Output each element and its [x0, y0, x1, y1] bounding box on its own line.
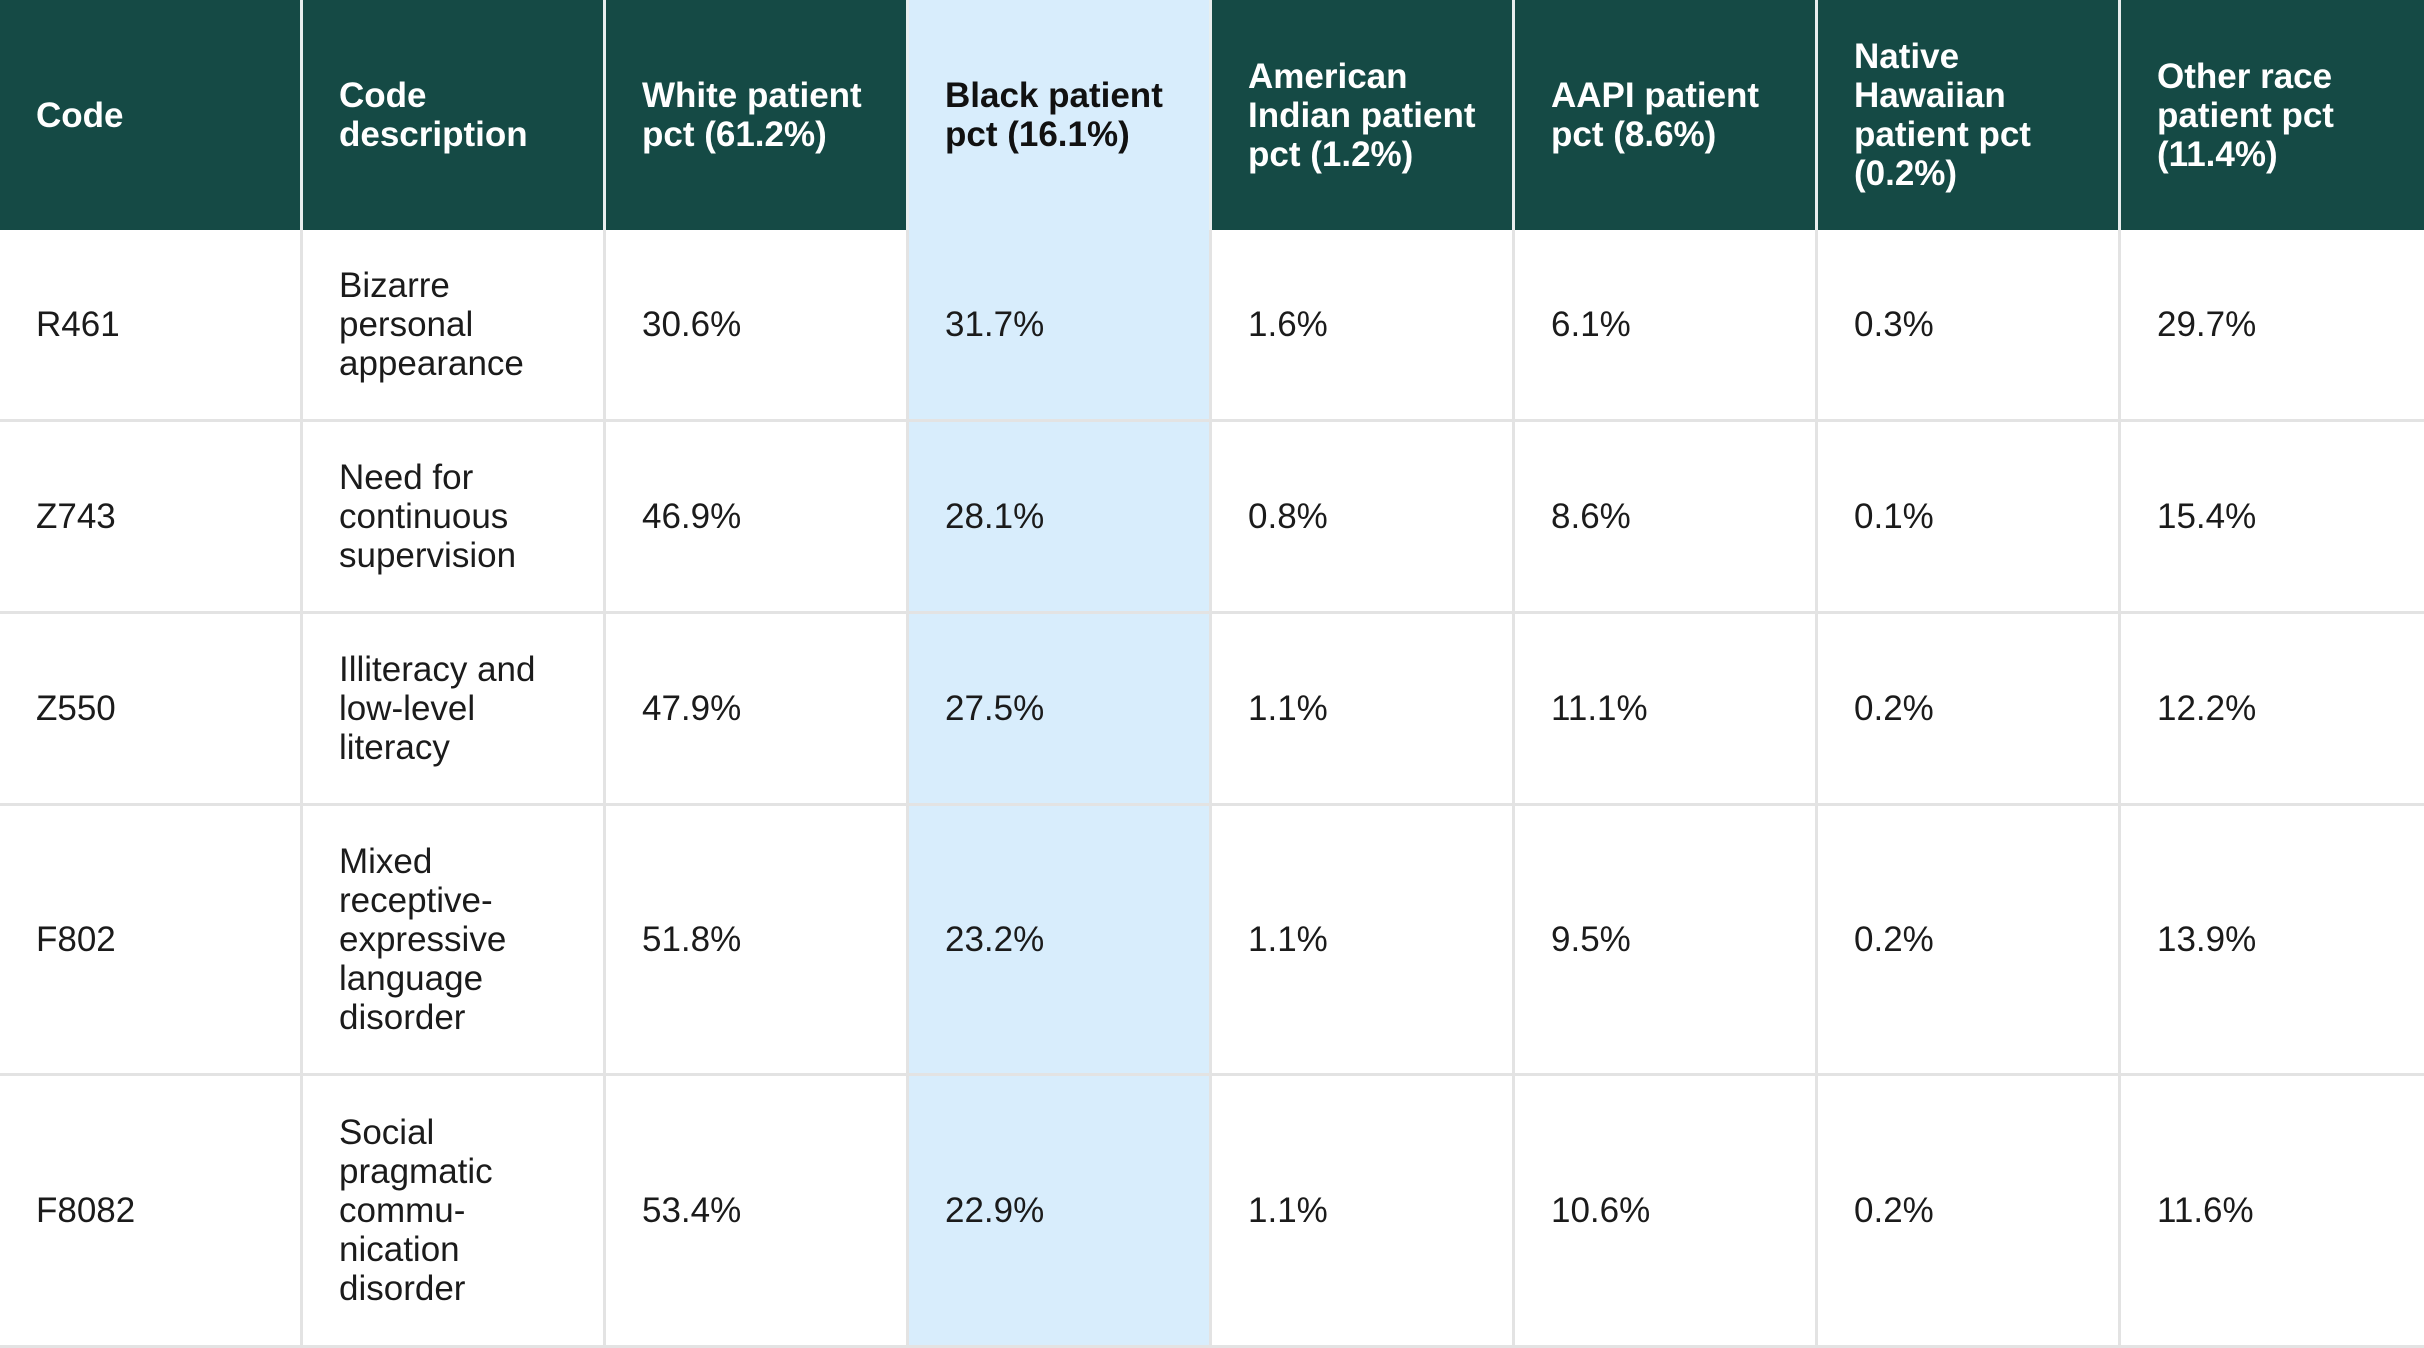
cell-black-pct-text: 31.7%: [945, 305, 1045, 344]
header-native-hawaiian-pct: Native Hawaiian patient pct (0.2%): [1818, 0, 2121, 230]
header-code: Code: [0, 0, 303, 230]
cell-white-pct-text: 30.6%: [642, 305, 742, 344]
cell-code-text: F8082: [36, 1191, 136, 1230]
cell-white-pct: 46.9%: [606, 422, 909, 614]
header-native-hawaiian-pct-label: Native Hawaiian patient pct (0.2%): [1854, 37, 2031, 193]
cell-native-hawaiian-pct-text: 0.1%: [1854, 497, 1934, 536]
cell-code-description: Need for continuous supervision: [303, 422, 606, 614]
header-white-pct: White patient pct (61.2%): [606, 0, 909, 230]
cell-native-hawaiian-pct-text: 0.3%: [1854, 305, 1934, 344]
header-aapi-pct: AAPI patient pct (8.6%): [1515, 0, 1818, 230]
header-white-pct-label: White patient pct (61.2%): [642, 76, 862, 154]
header-american-indian-pct: American Indian patient pct (1.2%): [1212, 0, 1515, 230]
header-other-race-pct: Other race patient pct (11.4%): [2121, 0, 2424, 230]
cell-american-indian-pct: 0.8%: [1212, 422, 1515, 614]
cell-american-indian-pct-text: 0.8%: [1248, 497, 1328, 536]
cell-black-pct-text: 22.9%: [945, 1191, 1045, 1230]
cell-other-race-pct-text: 13.9%: [2157, 920, 2257, 959]
header-code-description: Code description: [303, 0, 606, 230]
cell-code-description: Mixed receptive-expressive language diso…: [303, 806, 606, 1076]
header-black-pct: Black patient pct (16.1%): [909, 0, 1212, 230]
cell-code-text: R461: [36, 305, 120, 344]
cell-native-hawaiian-pct-text: 0.2%: [1854, 689, 1934, 728]
cell-code-description: Bizarre personal appearance: [303, 230, 606, 422]
cell-american-indian-pct-text: 1.1%: [1248, 920, 1328, 959]
cell-code: Z743: [0, 422, 303, 614]
cell-american-indian-pct: 1.1%: [1212, 806, 1515, 1076]
cell-native-hawaiian-pct: 0.2%: [1818, 614, 2121, 806]
cell-other-race-pct-text: 12.2%: [2157, 689, 2257, 728]
cell-aapi-pct-text: 9.5%: [1551, 920, 1631, 959]
cell-aapi-pct-text: 10.6%: [1551, 1191, 1651, 1230]
cell-aapi-pct-text: 6.1%: [1551, 305, 1631, 344]
cell-native-hawaiian-pct: 0.1%: [1818, 422, 2121, 614]
cell-other-race-pct: 29.7%: [2121, 230, 2424, 422]
cell-aapi-pct: 10.6%: [1515, 1076, 1818, 1348]
cell-white-pct-text: 46.9%: [642, 497, 742, 536]
cell-code-description-text: Need for continuous supervision: [339, 458, 517, 575]
cell-code-description-text: Illiteracy and low-level literacy: [339, 650, 536, 767]
cell-code: F802: [0, 806, 303, 1076]
header-aapi-pct-label: AAPI patient pct (8.6%): [1551, 76, 1760, 154]
cell-code-description-text: Social pragmatic commu-nication disorder: [339, 1113, 493, 1308]
cell-native-hawaiian-pct: 0.2%: [1818, 1076, 2121, 1348]
cell-black-pct-text: 23.2%: [945, 920, 1045, 959]
cell-white-pct-text: 53.4%: [642, 1191, 742, 1230]
cell-white-pct-text: 51.8%: [642, 920, 742, 959]
cell-american-indian-pct: 1.1%: [1212, 1076, 1515, 1348]
cell-white-pct: 53.4%: [606, 1076, 909, 1348]
cell-white-pct: 47.9%: [606, 614, 909, 806]
cell-aapi-pct: 8.6%: [1515, 422, 1818, 614]
cell-code-text: Z550: [36, 689, 116, 728]
cell-white-pct-text: 47.9%: [642, 689, 742, 728]
cell-code: F8082: [0, 1076, 303, 1348]
cell-black-pct-text: 28.1%: [945, 497, 1045, 536]
cell-other-race-pct-text: 15.4%: [2157, 497, 2257, 536]
cell-white-pct: 30.6%: [606, 230, 909, 422]
cell-native-hawaiian-pct: 0.2%: [1818, 806, 2121, 1076]
cell-american-indian-pct-text: 1.1%: [1248, 1191, 1328, 1230]
cell-american-indian-pct: 1.1%: [1212, 614, 1515, 806]
cell-code: R461: [0, 230, 303, 422]
cell-other-race-pct: 15.4%: [2121, 422, 2424, 614]
cell-american-indian-pct: 1.6%: [1212, 230, 1515, 422]
cell-native-hawaiian-pct-text: 0.2%: [1854, 920, 1934, 959]
cell-code-description: Social pragmatic commu-nication disorder: [303, 1076, 606, 1348]
cell-other-race-pct: 13.9%: [2121, 806, 2424, 1076]
cell-code-description-text: Mixed receptive-expressive language diso…: [339, 842, 507, 1037]
cell-code-description-text: Bizarre personal appearance: [339, 266, 524, 383]
cell-native-hawaiian-pct: 0.3%: [1818, 230, 2121, 422]
cell-white-pct: 51.8%: [606, 806, 909, 1076]
cell-aapi-pct-text: 8.6%: [1551, 497, 1631, 536]
cell-code-text: F802: [36, 920, 116, 959]
cell-aapi-pct: 9.5%: [1515, 806, 1818, 1076]
cell-black-pct: 28.1%: [909, 422, 1212, 614]
cell-other-race-pct-text: 29.7%: [2157, 305, 2257, 344]
header-other-race-pct-label: Other race patient pct (11.4%): [2157, 56, 2334, 174]
header-code-label: Code: [36, 95, 124, 135]
cell-american-indian-pct-text: 1.6%: [1248, 305, 1328, 344]
cell-black-pct: 31.7%: [909, 230, 1212, 422]
cell-other-race-pct-text: 11.6%: [2157, 1191, 2254, 1230]
header-american-indian-pct-label: American Indian patient pct (1.2%): [1248, 56, 1476, 174]
cell-black-pct-text: 27.5%: [945, 689, 1045, 728]
cell-other-race-pct: 11.6%: [2121, 1076, 2424, 1348]
cell-native-hawaiian-pct-text: 0.2%: [1854, 1191, 1934, 1230]
cell-aapi-pct: 11.1%: [1515, 614, 1818, 806]
header-code-description-label: Code description: [339, 76, 528, 154]
cell-black-pct: 23.2%: [909, 806, 1212, 1076]
cell-aapi-pct-text: 11.1%: [1551, 689, 1648, 728]
cell-other-race-pct: 12.2%: [2121, 614, 2424, 806]
cell-black-pct: 27.5%: [909, 614, 1212, 806]
cell-black-pct: 22.9%: [909, 1076, 1212, 1348]
cell-aapi-pct: 6.1%: [1515, 230, 1818, 422]
cell-code-description: Illiteracy and low-level literacy: [303, 614, 606, 806]
cell-code: Z550: [0, 614, 303, 806]
header-black-pct-label: Black patient pct (16.1%): [945, 76, 1163, 154]
cell-american-indian-pct-text: 1.1%: [1248, 689, 1328, 728]
cell-code-text: Z743: [36, 497, 116, 536]
